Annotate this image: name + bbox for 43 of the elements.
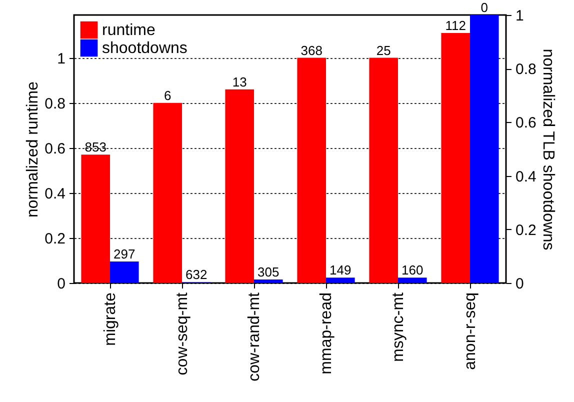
x-tick-label: cow-seq-mt (174, 292, 191, 376)
annotation: 0 (480, 0, 488, 15)
legend-label: shootdowns (102, 40, 188, 57)
y-tick-label: 0.6 (44, 140, 66, 158)
annotation: 305 (258, 264, 280, 280)
x-tick-label: mmap-read (318, 292, 335, 374)
x-tick-label: msync-mt (390, 292, 407, 362)
x-tick-label: anon-r-seq (462, 292, 479, 370)
y-tick-label: 0.2 (44, 230, 66, 248)
annotation: 853 (84, 140, 106, 155)
bar (81, 154, 110, 283)
bar (326, 278, 355, 283)
annotation: 297 (114, 246, 136, 262)
annotation: 25 (376, 42, 391, 58)
annotation: 632 (186, 267, 208, 282)
x-tick-label: migrate (102, 292, 119, 346)
annotation: 112 (445, 18, 466, 34)
bar (398, 278, 427, 283)
y2-tick-label: 0.8 (516, 61, 536, 78)
y2-tick-label: 0 (516, 276, 524, 292)
annotation: 6 (164, 88, 172, 103)
y-tick-label: 1 (57, 50, 66, 68)
annotation: 368 (300, 42, 322, 58)
bar (297, 58, 326, 283)
y2-tick-label: 0.6 (516, 114, 536, 132)
y-tick-label: 0.4 (44, 185, 66, 202)
legend-label: runtime (102, 22, 156, 39)
bar (369, 58, 398, 283)
x-tick-label: cow-rand-mt (246, 292, 263, 382)
annotation: 160 (402, 262, 424, 278)
bar (225, 89, 254, 283)
y-tick-label: 0 (57, 276, 66, 292)
y2-tick-label: 0.2 (516, 222, 536, 239)
y-axis-title: normalized runtime (24, 81, 42, 218)
bar (110, 262, 139, 283)
bar (254, 280, 283, 283)
y2-axis-title: normalized TLB shootdowns (539, 48, 556, 250)
bar (153, 102, 182, 283)
annotation: 13 (232, 74, 247, 90)
annotation: 149 (330, 262, 352, 278)
y2-tick-label: 1 (516, 8, 524, 24)
y2-tick-label: 0.4 (516, 168, 536, 186)
y-tick-label: 0.8 (44, 95, 66, 112)
